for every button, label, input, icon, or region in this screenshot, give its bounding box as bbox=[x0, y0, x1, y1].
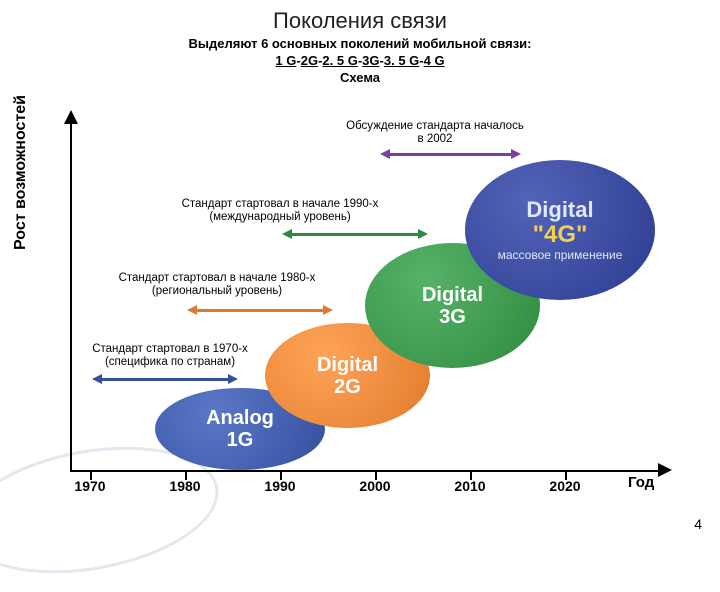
schema-label: Схема bbox=[0, 70, 720, 85]
bubble-line1: Digital bbox=[526, 198, 593, 222]
main-title: Поколения связи bbox=[0, 8, 720, 34]
bubble-line3: массовое применение bbox=[498, 249, 623, 262]
x-axis-arrow-icon bbox=[658, 463, 672, 477]
generation-bubble-4g: Digital"4G"массовое применение bbox=[465, 160, 655, 300]
standard-caption-s2002: Обсуждение стандарта началосьв 2002 bbox=[335, 120, 535, 146]
x-tick-label: 2010 bbox=[454, 478, 485, 494]
generation-link[interactable]: 1 G bbox=[275, 53, 296, 68]
generation-link[interactable]: 2. 5 G bbox=[322, 53, 357, 68]
y-axis-label: Рост возможностей bbox=[12, 95, 30, 250]
page-number: 4 bbox=[694, 516, 702, 532]
bubble-line2: 3G bbox=[439, 306, 466, 328]
bubble-line2: 2G bbox=[334, 376, 361, 398]
standard-caption-line2: (специфика по странам) bbox=[85, 356, 255, 369]
x-tick-label: 2020 bbox=[549, 478, 580, 494]
subtitle: Выделяют 6 основных поколений мобильной … bbox=[0, 36, 720, 51]
standard-caption-s1990: Стандарт стартовал в начале 1990-х(между… bbox=[175, 198, 385, 224]
generation-link[interactable]: 3G bbox=[362, 53, 379, 68]
x-tick-label: 1980 bbox=[169, 478, 200, 494]
generation-link[interactable]: 3. 5 G bbox=[384, 53, 419, 68]
standard-arrow-s2002 bbox=[388, 153, 513, 156]
generation-link[interactable]: 2G bbox=[301, 53, 318, 68]
generation-links: 1 G-2G-2. 5 G-3G-3. 5 G-4 G bbox=[0, 53, 720, 68]
generation-link[interactable]: 4 G bbox=[424, 53, 445, 68]
standard-arrow-s1970 bbox=[100, 378, 230, 381]
x-axis bbox=[70, 470, 660, 472]
standard-caption-line1: Стандарт стартовал в начале 1990-х bbox=[175, 198, 385, 211]
x-tick-label: 1970 bbox=[74, 478, 105, 494]
standard-caption-line2: (региональный уровень) bbox=[112, 285, 322, 298]
x-axis-label: Год bbox=[628, 474, 654, 491]
bubble-line2: 1G bbox=[227, 429, 254, 451]
standard-caption-line1: Стандарт стартовал в 1970-х bbox=[85, 343, 255, 356]
standard-caption-line2: в 2002 bbox=[335, 133, 535, 146]
standard-arrow-s1990 bbox=[290, 233, 420, 236]
y-axis-arrow-icon bbox=[64, 110, 78, 124]
bubble-line1: Analog bbox=[206, 407, 274, 429]
chart-area: Рост возможностей Год 197019801990200020… bbox=[40, 120, 680, 500]
bubble-line1: Digital bbox=[422, 284, 483, 306]
x-tick-label: 1990 bbox=[264, 478, 295, 494]
standard-caption-line1: Обсуждение стандарта началось bbox=[335, 120, 535, 133]
standard-caption-s1970: Стандарт стартовал в 1970-х(специфика по… bbox=[85, 343, 255, 369]
standard-caption-line1: Стандарт стартовал в начале 1980-х bbox=[112, 272, 322, 285]
title-block: Поколения связи Выделяют 6 основных поко… bbox=[0, 0, 720, 85]
bubble-line1: Digital bbox=[317, 354, 378, 376]
y-axis bbox=[70, 120, 72, 470]
bubble-line2: "4G" bbox=[533, 222, 588, 248]
x-tick-label: 2000 bbox=[359, 478, 390, 494]
standard-arrow-s1980 bbox=[195, 309, 325, 312]
standard-caption-line2: (международный уровень) bbox=[175, 211, 385, 224]
standard-caption-s1980: Стандарт стартовал в начале 1980-х(регио… bbox=[112, 272, 322, 298]
